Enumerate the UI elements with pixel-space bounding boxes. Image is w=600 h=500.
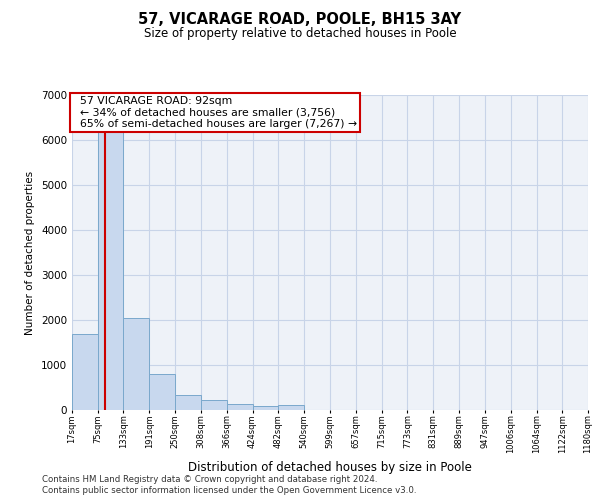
X-axis label: Distribution of detached houses by size in Poole: Distribution of detached houses by size … <box>188 462 472 474</box>
Bar <box>175 395 201 410</box>
Y-axis label: Number of detached properties: Number of detached properties <box>25 170 35 334</box>
Text: Contains public sector information licensed under the Open Government Licence v3: Contains public sector information licen… <box>42 486 416 495</box>
Bar <box>124 318 149 410</box>
Bar <box>98 118 124 410</box>
Bar <box>201 400 227 410</box>
Text: Size of property relative to detached houses in Poole: Size of property relative to detached ho… <box>143 28 457 40</box>
Bar <box>149 374 175 410</box>
Bar <box>72 334 98 410</box>
Text: Contains HM Land Registry data © Crown copyright and database right 2024.: Contains HM Land Registry data © Crown c… <box>42 475 377 484</box>
Bar <box>253 406 278 410</box>
Text: 57 VICARAGE ROAD: 92sqm
  ← 34% of detached houses are smaller (3,756)
  65% of : 57 VICARAGE ROAD: 92sqm ← 34% of detache… <box>73 96 357 129</box>
Text: 57, VICARAGE ROAD, POOLE, BH15 3AY: 57, VICARAGE ROAD, POOLE, BH15 3AY <box>139 12 461 28</box>
Bar <box>227 404 253 410</box>
Bar <box>278 404 304 410</box>
